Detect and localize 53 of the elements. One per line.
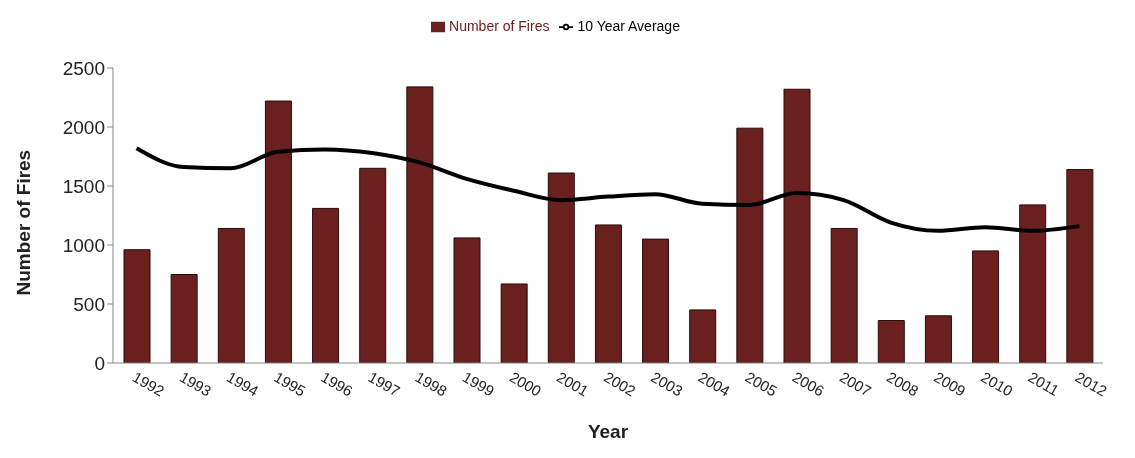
x-axis-title: Year xyxy=(587,421,629,442)
bar xyxy=(406,86,434,363)
y-axis-title: Number of Fires xyxy=(12,149,34,296)
x-tick-label: 2010 xyxy=(978,368,1016,400)
bar xyxy=(877,320,905,363)
x-tick-label: 1994 xyxy=(224,368,262,400)
x-tick-label: 1992 xyxy=(129,368,168,400)
bar xyxy=(359,167,387,363)
y-tick-label: 2500 xyxy=(62,57,105,79)
y-tick-label: 2000 xyxy=(62,116,105,138)
bar xyxy=(736,127,764,363)
y-tick-label: 500 xyxy=(73,293,105,315)
x-tick-label: 2000 xyxy=(506,368,545,400)
bar xyxy=(170,274,198,363)
x-tick-label: 2003 xyxy=(648,368,686,400)
x-tick-label: 2009 xyxy=(931,368,969,400)
bar xyxy=(783,88,811,363)
bar xyxy=(123,249,151,363)
x-tick-label: 1995 xyxy=(271,368,309,400)
bar xyxy=(594,224,622,363)
x-tick-label: 2012 xyxy=(1072,368,1111,400)
bar xyxy=(547,172,575,363)
x-tick-label: 2004 xyxy=(695,368,733,400)
x-tick-label: 1993 xyxy=(176,368,215,400)
x-tick-label: 2008 xyxy=(884,368,922,400)
x-tick-label: 1997 xyxy=(365,368,403,400)
bar xyxy=(453,237,481,363)
line-series xyxy=(134,146,1082,233)
bar xyxy=(312,207,340,363)
y-tick-label: 1500 xyxy=(62,175,105,197)
x-tick-label: 1996 xyxy=(318,368,356,400)
bar xyxy=(264,100,292,363)
x-tick-label: 2005 xyxy=(742,368,781,400)
y-tick-label: 1000 xyxy=(62,234,105,256)
x-tick-label: 2011 xyxy=(1025,368,1062,399)
bar xyxy=(830,227,858,363)
x-tick-label: 1998 xyxy=(412,368,451,400)
bar xyxy=(689,309,717,363)
bar xyxy=(642,238,670,363)
legend-label: 10 Year Average xyxy=(577,18,680,34)
bar xyxy=(972,250,1000,363)
bar xyxy=(1019,204,1047,363)
bar xyxy=(217,227,245,363)
bar xyxy=(924,315,952,363)
x-tick-label: 2006 xyxy=(789,368,828,400)
bar xyxy=(500,283,528,363)
bar xyxy=(1066,168,1094,363)
x-tick-label: 2002 xyxy=(601,368,639,400)
y-tick-label: 0 xyxy=(94,352,105,374)
x-tick-label: 2007 xyxy=(836,368,875,400)
x-tick-label: 1999 xyxy=(459,368,498,400)
x-tick-label: 2001 xyxy=(554,368,592,400)
legend-label: Number of Fires xyxy=(449,18,550,34)
